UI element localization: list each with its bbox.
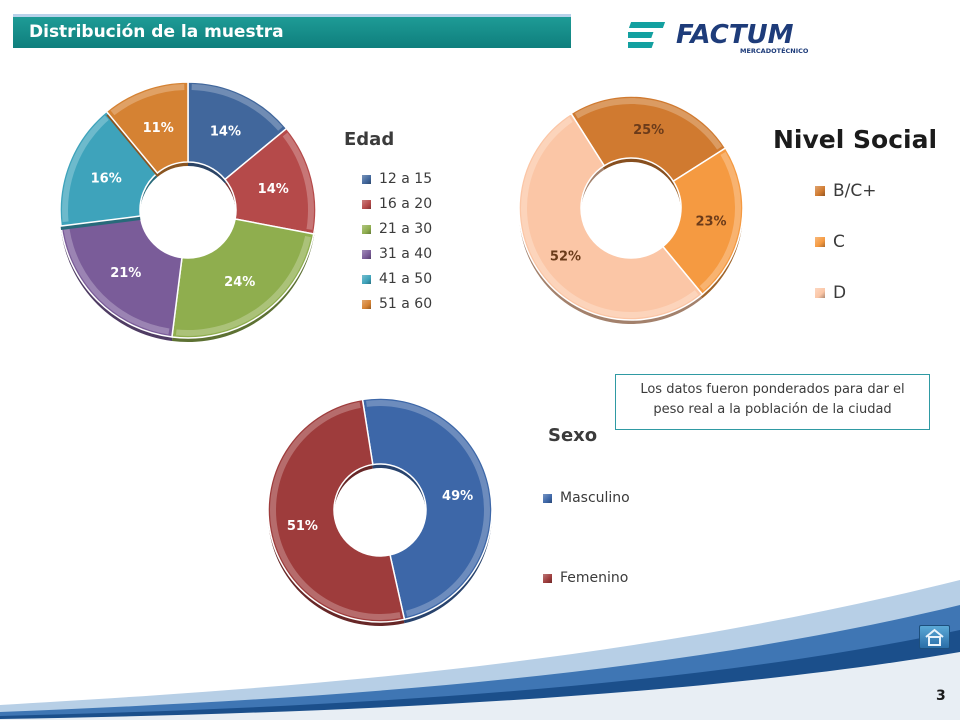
slice-c bbox=[661, 146, 744, 299]
legend-item: Femenino bbox=[543, 568, 628, 588]
edad-legend: 12 a 15 16 a 20 21 a 30 31 a 40 41 a 50 51 a … bbox=[362, 170, 472, 320]
legend-label: Masculino bbox=[560, 490, 630, 506]
legend-item: C bbox=[815, 231, 845, 253]
slice-16-a-20 bbox=[223, 127, 317, 238]
data-label: 23% bbox=[695, 215, 726, 230]
page-number: 3 bbox=[936, 688, 946, 704]
data-label: 24% bbox=[224, 275, 255, 290]
edad-donut-chart: 14% 14% 24% 21% 16% 11% bbox=[59, 81, 317, 342]
sexo-chart-title: Sexo bbox=[548, 425, 598, 446]
data-label: 25% bbox=[633, 123, 664, 138]
legend-swatch bbox=[362, 249, 371, 259]
legend-label: Femenino bbox=[560, 570, 629, 586]
legend-label: 12 a 15 bbox=[379, 171, 433, 187]
data-label: 14% bbox=[258, 182, 289, 197]
home-icon bbox=[925, 628, 944, 646]
home-button[interactable] bbox=[919, 625, 950, 649]
legend-label: B/C+ bbox=[833, 181, 877, 201]
legend-item: 12 a 15 bbox=[362, 170, 432, 188]
legend-label: 51 a 60 bbox=[379, 296, 433, 312]
legend-item: 31 a 40 bbox=[362, 245, 432, 263]
sexo-donut-chart: 49% 51% bbox=[267, 397, 493, 626]
legend-swatch bbox=[362, 224, 371, 234]
slice-21-a-30 bbox=[171, 218, 315, 342]
legend-swatch bbox=[362, 199, 371, 209]
legend-swatch bbox=[815, 288, 825, 298]
legend-label: 31 a 40 bbox=[379, 246, 433, 262]
slice-femenino bbox=[267, 398, 406, 626]
data-label: 51% bbox=[287, 519, 318, 534]
sexo-legend: Masculino Femenino bbox=[543, 488, 663, 598]
slice-d bbox=[518, 112, 704, 324]
nivel-social-donut-chart: 25% 23% 52% bbox=[518, 95, 744, 324]
data-label: 11% bbox=[143, 121, 174, 136]
slice-41-a-50 bbox=[59, 110, 159, 231]
legend-item: 21 a 30 bbox=[362, 220, 432, 238]
nivel-social-chart-title: Nivel Social bbox=[773, 125, 938, 154]
legend-swatch bbox=[362, 274, 371, 284]
legend-item: B/C+ bbox=[815, 180, 877, 202]
legend-label: 16 a 20 bbox=[379, 196, 433, 212]
legend-swatch bbox=[362, 174, 371, 184]
legend-swatch bbox=[362, 299, 371, 309]
slice-b-c- bbox=[569, 95, 727, 186]
legend-item: Masculino bbox=[543, 488, 630, 508]
logo-wordmark: FACTUM bbox=[676, 20, 794, 50]
weighting-note: Los datos fueron ponderados para dar el … bbox=[615, 374, 930, 430]
legend-label: D bbox=[833, 283, 847, 303]
data-label: 21% bbox=[110, 266, 141, 281]
title-bar: Distribución de la muestra bbox=[13, 14, 571, 48]
data-label: 16% bbox=[91, 172, 122, 187]
slice-31-a-40 bbox=[60, 215, 183, 341]
legend-swatch bbox=[815, 186, 825, 196]
page-title: Distribución de la muestra bbox=[29, 22, 284, 42]
legend-item: 16 a 20 bbox=[362, 195, 432, 213]
legend-label: 21 a 30 bbox=[379, 221, 433, 237]
data-label: 14% bbox=[210, 124, 241, 139]
slice-51-a-60 bbox=[105, 81, 189, 178]
legend-item: 51 a 60 bbox=[362, 295, 432, 313]
legend-item: 41 a 50 bbox=[362, 270, 432, 288]
legend-item: D bbox=[815, 282, 846, 304]
nivel-social-legend: B/C+ C D bbox=[815, 180, 915, 320]
edad-chart-title: Edad bbox=[344, 129, 395, 150]
slice-masculino bbox=[361, 397, 493, 624]
legend-label: 41 a 50 bbox=[379, 271, 433, 287]
legend-label: C bbox=[833, 232, 845, 252]
data-label: 52% bbox=[550, 250, 581, 265]
legend-swatch bbox=[543, 493, 552, 503]
legend-swatch bbox=[543, 573, 552, 583]
legend-swatch bbox=[815, 237, 825, 247]
data-label: 49% bbox=[442, 489, 473, 504]
logo-tagline: MERCADOTÉCNICO bbox=[740, 46, 809, 55]
factum-logo: FACTUM MERCADOTÉCNICO bbox=[628, 20, 809, 55]
